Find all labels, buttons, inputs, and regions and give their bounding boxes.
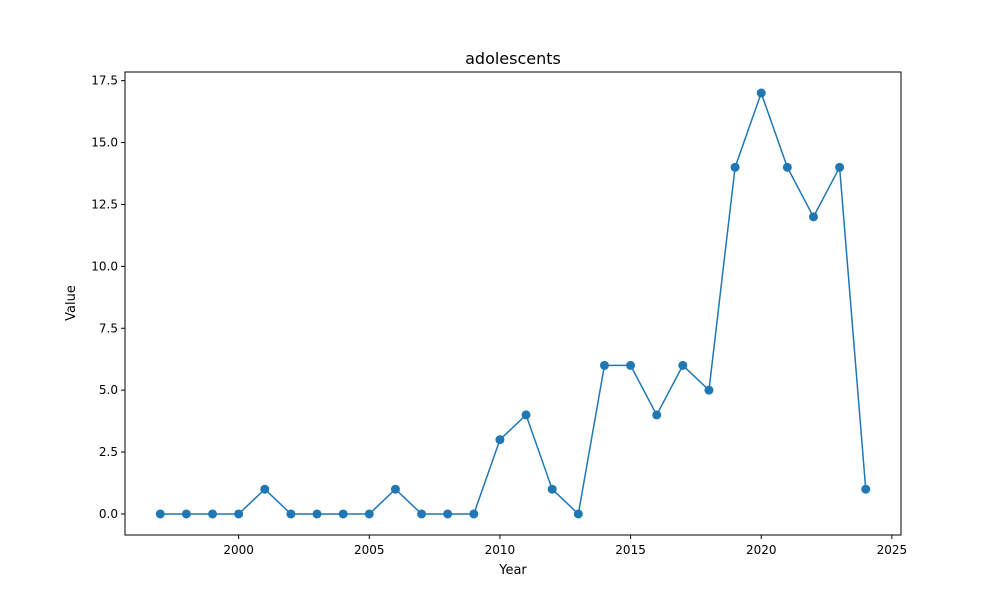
plot-area-frame bbox=[124, 71, 902, 536]
y-tick-label: 7.5 bbox=[99, 321, 118, 335]
x-tick-label: 2020 bbox=[746, 543, 777, 557]
data-point bbox=[312, 509, 322, 519]
y-axis-label: Value bbox=[64, 285, 79, 321]
y-tick-label: 12.5 bbox=[91, 197, 118, 211]
x-tick-label: 2025 bbox=[877, 543, 908, 557]
data-point bbox=[495, 435, 505, 445]
data-point bbox=[260, 484, 270, 494]
x-tick-label: 2000 bbox=[223, 543, 254, 557]
data-point bbox=[286, 509, 296, 519]
data-point bbox=[652, 410, 662, 420]
x-axis-label: Year bbox=[498, 563, 527, 578]
data-point bbox=[208, 509, 218, 519]
y-tick-label: 15.0 bbox=[91, 136, 118, 150]
x-axis: 2000 2005 2010 2015 2020 2025 bbox=[223, 535, 907, 557]
chart-title: adolescents bbox=[465, 49, 561, 68]
y-axis: 0.0 2.5 5.0 7.5 10.0 12.5 15.0 17.5 bbox=[91, 74, 125, 521]
data-point bbox=[704, 385, 714, 395]
data-point bbox=[443, 509, 453, 519]
data-point bbox=[338, 509, 348, 519]
data-point bbox=[573, 509, 583, 519]
data-point bbox=[547, 484, 557, 494]
series-line bbox=[160, 90, 867, 516]
x-tick-label: 2010 bbox=[485, 543, 516, 557]
data-point bbox=[599, 360, 609, 370]
data-point bbox=[390, 484, 400, 494]
data-point bbox=[861, 484, 871, 494]
data-point bbox=[782, 162, 792, 172]
data-point bbox=[234, 509, 244, 519]
data-point bbox=[626, 360, 636, 370]
data-point bbox=[756, 88, 766, 98]
data-point bbox=[469, 509, 479, 519]
series-markers bbox=[155, 88, 871, 519]
data-point bbox=[835, 162, 845, 172]
data-point bbox=[808, 212, 818, 222]
x-tick-label: 2005 bbox=[354, 543, 385, 557]
data-point bbox=[678, 360, 688, 370]
y-tick-label: 0.0 bbox=[99, 507, 118, 521]
y-tick-label: 2.5 bbox=[99, 445, 118, 459]
data-point bbox=[181, 509, 191, 519]
y-tick-label: 10.0 bbox=[91, 259, 118, 273]
data-point bbox=[155, 509, 165, 519]
data-point bbox=[364, 509, 374, 519]
y-tick-label: 5.0 bbox=[99, 383, 118, 397]
data-point bbox=[730, 162, 740, 172]
data-point bbox=[521, 410, 531, 420]
data-point bbox=[417, 509, 427, 519]
x-tick-label: 2015 bbox=[615, 543, 646, 557]
y-tick-label: 17.5 bbox=[91, 74, 118, 88]
